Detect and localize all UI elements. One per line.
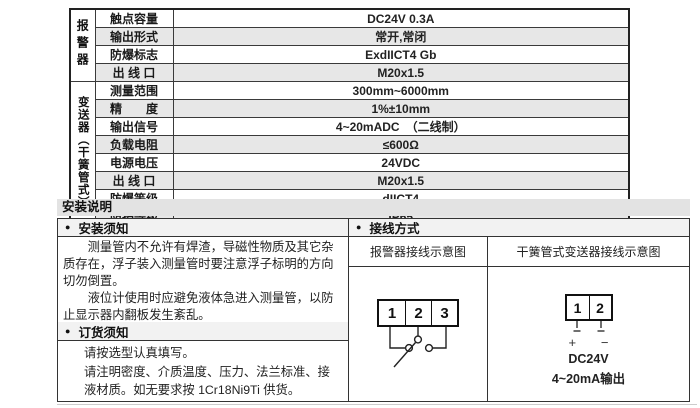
table-row: 报警器 触点容量 DC24V 0.3A: [69, 8, 630, 82]
bullet-icon: ●: [65, 325, 71, 336]
polarity-labels: + −: [563, 335, 615, 350]
install-notes-heading: 安装须知: [78, 222, 129, 236]
row-label: 输出形式: [94, 27, 174, 46]
row-value: ≤600Ω: [172, 135, 630, 154]
wiring-header: ● 接线方式: [349, 219, 689, 237]
section-title: 安装说明: [57, 199, 690, 216]
row-label: 电源电压: [94, 153, 174, 172]
row-label: 出 线 口: [94, 171, 174, 190]
group-label: 变送器（干簧管式）: [76, 95, 89, 209]
bullet-icon: ●: [356, 222, 362, 232]
row-value: ExdIICT4 Gb: [172, 45, 630, 64]
row-value: 300mm~6000mm: [172, 81, 630, 100]
group-label: 报警器: [75, 18, 90, 70]
row-value: DC24V 0.3A: [172, 8, 630, 28]
row-label: 出 线 口: [94, 63, 174, 82]
table-row: 负载电阻 ≤600Ω: [70, 135, 630, 154]
row-label: 防爆标志: [94, 45, 174, 64]
row-label: 触点容量: [94, 8, 174, 28]
table-row: 防爆标志 ExdIICT4 Gb: [70, 45, 630, 64]
row-value: 1%±10mm: [172, 99, 630, 118]
terminal-cell: 2: [588, 296, 611, 319]
terminal-cell: 1: [573, 299, 582, 316]
transmitter-wiring-diagram: 1 2 + − DC24V 4~20mA输出: [488, 267, 689, 401]
table-row: 精 度 1%±10mm: [70, 99, 630, 118]
paragraph: 请注明密度、介质温度、压力、法兰标准、接液材质。如无要求按 1Cr18Ni9Ti…: [84, 364, 330, 398]
wiring-panel: ● 接线方式 报警器接线示意图 干簧管式变送器接线示意图 1 2 3: [349, 219, 689, 401]
row-value: M20x1.5: [172, 171, 630, 190]
paragraph: 液位计使用时应避免液体急进入测量管，以防止显示器内翻板发生紊乱。: [63, 291, 334, 322]
alarm-diagram-caption: 报警器接线示意图: [349, 237, 488, 266]
paragraph: 请按选型认真填写。: [84, 346, 195, 360]
alarm-wiring-diagram: 1 2 3: [349, 267, 488, 401]
transmitter-terminal-block: 1 2: [564, 294, 613, 321]
row-label: 负载电阻: [94, 135, 174, 154]
install-notes-body: 测量管内不允许有焊渣，导磁性物质及其它杂质存在，浮子装入测量管时要注意浮子标明的…: [58, 237, 348, 322]
row-value: 24VDC: [172, 153, 630, 172]
spec-table: 报警器 触点容量 DC24V 0.3A 输出形式 常开,常闭 防爆标志 ExdI…: [69, 8, 630, 227]
row-value: 常开,常闭: [172, 27, 630, 46]
row-value: M20x1.5: [172, 63, 630, 82]
table-row: 出 线 口 M20x1.5: [70, 171, 630, 190]
paragraph: 测量管内不允许有焊渣，导磁性物质及其它杂质存在，浮子装入测量管时要注意浮子标明的…: [63, 240, 334, 288]
spdt-switch-icon: [389, 327, 447, 368]
table-row: 出 线 口 M20x1.5: [70, 63, 630, 82]
terminal-cell: 1: [387, 304, 397, 322]
table-row: 变送器（干簧管式） 测量范围 300mm~6000mm: [69, 81, 630, 227]
bullet-icon: ●: [65, 222, 71, 232]
notes-panel: ● 安装须知 测量管内不允许有焊渣，导磁性物质及其它杂质存在，浮子装入测量管时要…: [58, 219, 349, 401]
table-row: 输出信号 4~20mADC （二线制）: [70, 117, 630, 136]
install-section-table: ● 安装须知 测量管内不允许有焊渣，导磁性物质及其它杂质存在，浮子装入测量管时要…: [57, 218, 690, 402]
row-label: 精 度: [94, 99, 174, 118]
terminal-leads-icon: [573, 321, 604, 332]
group-cell-alarm: 报警器: [69, 8, 96, 82]
row-value: 4~20mADC （二线制）: [172, 117, 630, 136]
table-row: 输出形式 常开,常闭: [70, 27, 630, 46]
page-divider: [57, 404, 697, 405]
row-label: 测量范围: [94, 81, 174, 100]
order-notes-header: ● 订货须知: [58, 322, 348, 341]
terminal-cell: 2: [405, 301, 431, 325]
plus-sign: +: [568, 335, 577, 350]
wiring-diagrams-row: 1 2 3: [349, 267, 689, 401]
terminal-cell: 3: [431, 301, 457, 325]
wiring-heading: 接线方式: [369, 222, 420, 236]
alarm-terminal-block: 1 2 3: [377, 299, 459, 327]
order-notes-body: 请按选型认真填写。 请注明密度、介质温度、压力、法兰标准、接液材质。如无要求按 …: [58, 341, 348, 401]
row-label: 输出信号: [94, 117, 174, 136]
minus-sign: −: [600, 335, 609, 350]
output-label: 4~20mA输出: [551, 372, 626, 386]
order-notes-heading: 订货须知: [78, 325, 129, 340]
table-row: 电源电压 24VDC: [70, 153, 630, 172]
supply-label: DC24V: [568, 352, 609, 366]
install-notes-header: ● 安装须知: [58, 219, 348, 237]
wiring-captions-row: 报警器接线示意图 干簧管式变送器接线示意图: [349, 237, 689, 267]
transmitter-diagram-caption: 干簧管式变送器接线示意图: [516, 245, 661, 259]
